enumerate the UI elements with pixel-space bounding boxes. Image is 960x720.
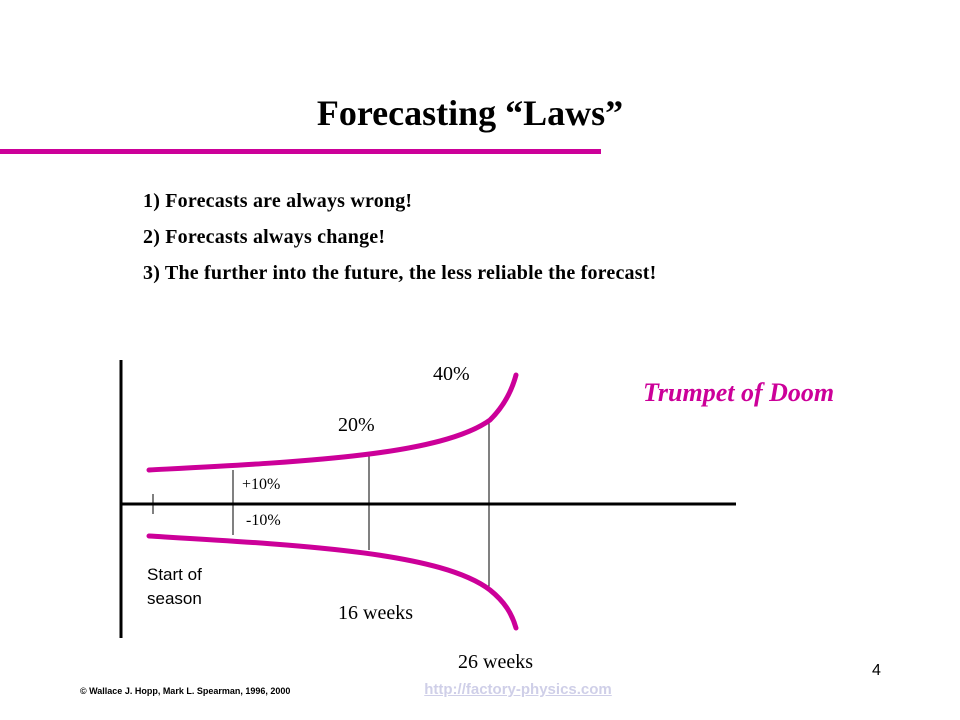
label-plus-10pct: +10% <box>242 476 281 493</box>
title-underline <box>0 149 601 154</box>
lower-trumpet-curve <box>146 533 519 631</box>
trumpet-caption: Trumpet of Doom <box>643 378 835 407</box>
upper-trumpet-curve <box>146 372 519 473</box>
slide-title: Forecasting “Laws” <box>316 93 624 133</box>
law-item: 3) The further into the future, the less… <box>143 262 657 284</box>
label-start-of-season: Start of season <box>147 563 202 611</box>
label-minus-10pct: -10% <box>246 512 281 529</box>
label-16-weeks: 16 weeks <box>338 602 413 624</box>
label-start-line2: season <box>147 589 202 608</box>
laws-list: 1) Forecasts are always wrong! 2) Foreca… <box>143 188 656 296</box>
law-item: 1) Forecasts are always wrong! <box>143 190 413 212</box>
factory-physics-link-text[interactable]: http://factory-physics.com <box>424 681 612 698</box>
label-20pct: 20% <box>338 414 375 436</box>
label-26-weeks: 26 weeks <box>458 651 533 673</box>
copyright-text: © Wallace J. Hopp, Mark L. Spearman, 199… <box>80 686 291 696</box>
label-40pct: 40% <box>433 363 470 385</box>
law-item: 2) Forecasts always change! <box>143 226 386 248</box>
factory-physics-link[interactable]: http://factory-physics.com <box>0 681 940 698</box>
label-start-line1: Start of <box>147 565 202 584</box>
page-number: 4 <box>872 662 881 679</box>
